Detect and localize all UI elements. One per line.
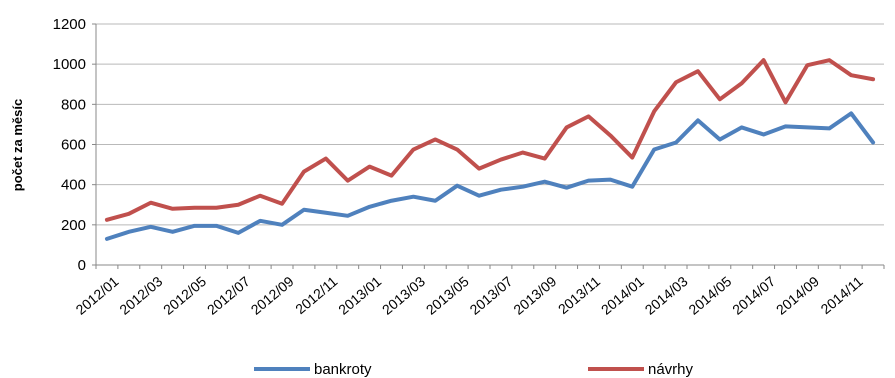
x-tick-label: 2012/03 (116, 273, 165, 318)
x-tick-label: 2012/07 (204, 273, 253, 318)
x-tick-label: 2014/05 (685, 273, 734, 318)
axes (92, 23, 885, 269)
series-line-návrhy (104, 58, 876, 222)
x-tick-label: 2014/09 (773, 273, 822, 318)
legend-label: bankroty (314, 361, 372, 378)
x-axis-ticks: 2012/012012/032012/052012/072012/092012/… (73, 273, 866, 318)
x-tick-label: 2012/01 (73, 273, 122, 318)
y-axis-label: počet za měsíc (10, 99, 25, 192)
x-tick-label: 2012/05 (160, 273, 209, 318)
x-tick-label: 2013/03 (379, 273, 428, 318)
legend-item-bankroty: bankroty (254, 361, 372, 378)
legend-label: návrhy (648, 361, 694, 378)
y-tick-label: 200 (61, 217, 86, 234)
y-tick-label: 800 (61, 96, 86, 113)
series-line-bankroty (104, 111, 876, 241)
y-tick-label: 600 (61, 137, 86, 154)
x-tick-label: 2013/09 (510, 273, 559, 318)
x-tick-label: 2014/01 (598, 273, 647, 318)
x-tick-label: 2014/11 (818, 273, 866, 317)
x-tick-label: 2013/07 (467, 273, 516, 318)
series-lines (104, 58, 876, 241)
y-tick-label: 0 (78, 257, 86, 274)
x-tick-label: 2013/01 (335, 273, 384, 318)
x-tick-label: 2014/03 (642, 273, 691, 318)
legend: bankroty návrhy (254, 361, 694, 378)
x-tick-label: 2013/05 (423, 273, 472, 318)
y-tick-label: 400 (61, 177, 86, 194)
legend-item-návrhy: návrhy (588, 361, 694, 378)
y-tick-label: 1000 (53, 56, 86, 73)
gridlines (96, 23, 884, 226)
x-tick-label: 2014/07 (729, 273, 778, 318)
x-tick-label: 2013/11 (555, 273, 603, 317)
y-axis-ticks: 0 200 400 600 800 1000 1200 (53, 16, 86, 274)
x-tick-label: 2012/09 (248, 273, 297, 318)
x-tick-label: 2012/11 (292, 273, 340, 317)
y-tick-label: 1200 (53, 16, 86, 33)
